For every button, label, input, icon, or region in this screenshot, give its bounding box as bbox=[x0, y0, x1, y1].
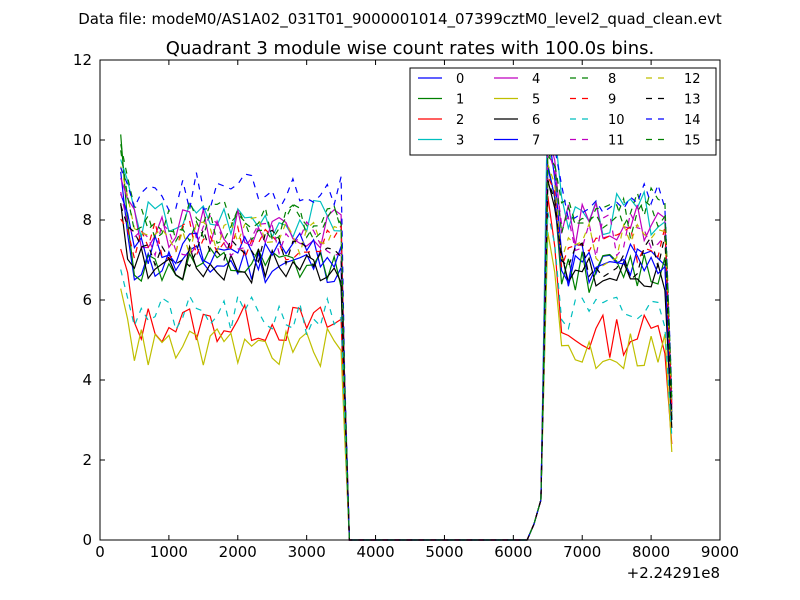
series-line-9 bbox=[120, 175, 673, 541]
y-tick-label-2: 2 bbox=[82, 451, 92, 469]
legend-label-9: 9 bbox=[608, 93, 616, 108]
x-tick-label-3000: 3000 bbox=[288, 543, 326, 561]
legend-label-13: 13 bbox=[684, 93, 701, 108]
legend-label-6: 6 bbox=[532, 113, 540, 128]
x-tick-label-6000: 6000 bbox=[494, 543, 532, 561]
figure-suptitle: Data file: modeM0/AS1A02_031T01_90000010… bbox=[78, 10, 722, 29]
x-offset-label: +2.24291e8 bbox=[627, 564, 720, 582]
y-tick-label-10: 10 bbox=[73, 131, 92, 149]
y-tick-label-6: 6 bbox=[82, 291, 92, 309]
y-tick-label-0: 0 bbox=[82, 531, 92, 549]
y-tick-label-8: 8 bbox=[82, 211, 92, 229]
legend-box bbox=[409, 67, 717, 156]
legend-label-10: 10 bbox=[608, 113, 625, 128]
legend-label-1: 1 bbox=[456, 93, 464, 108]
legend-label-3: 3 bbox=[456, 134, 464, 149]
x-tick-label-4000: 4000 bbox=[356, 543, 394, 561]
series-line-11 bbox=[120, 147, 673, 541]
y-tick-label-12: 12 bbox=[73, 51, 92, 69]
x-tick-label-1000: 1000 bbox=[150, 543, 188, 561]
x-tick-label-7000: 7000 bbox=[563, 543, 601, 561]
x-tick-label-8000: 8000 bbox=[632, 543, 670, 561]
chart-title: Quadrant 3 module wise count rates with … bbox=[166, 38, 655, 59]
legend-label-8: 8 bbox=[608, 72, 616, 87]
x-tick-label-2000: 2000 bbox=[219, 543, 257, 561]
legend-label-2: 2 bbox=[456, 113, 464, 128]
axes-group: 0 1000 2000 3000 4000 5000 6000 7000 8000 9000 0 2 4… bbox=[73, 51, 739, 561]
series-line-8 bbox=[120, 144, 673, 541]
legend-label-11: 11 bbox=[608, 134, 625, 149]
legend-label-0: 0 bbox=[456, 72, 464, 87]
legend-label-14: 14 bbox=[684, 113, 701, 128]
legend-label-15: 15 bbox=[684, 134, 701, 149]
x-tick-label-0: 0 bbox=[95, 543, 105, 561]
legend-label-7: 7 bbox=[532, 134, 540, 149]
y-tick-label-4: 4 bbox=[82, 371, 92, 389]
legend-label-4: 4 bbox=[532, 72, 540, 87]
legend-label-12: 12 bbox=[684, 72, 701, 87]
x-tick-label-9000: 9000 bbox=[701, 543, 739, 561]
x-tick-label-5000: 5000 bbox=[425, 543, 463, 561]
legend-label-5: 5 bbox=[532, 93, 540, 108]
